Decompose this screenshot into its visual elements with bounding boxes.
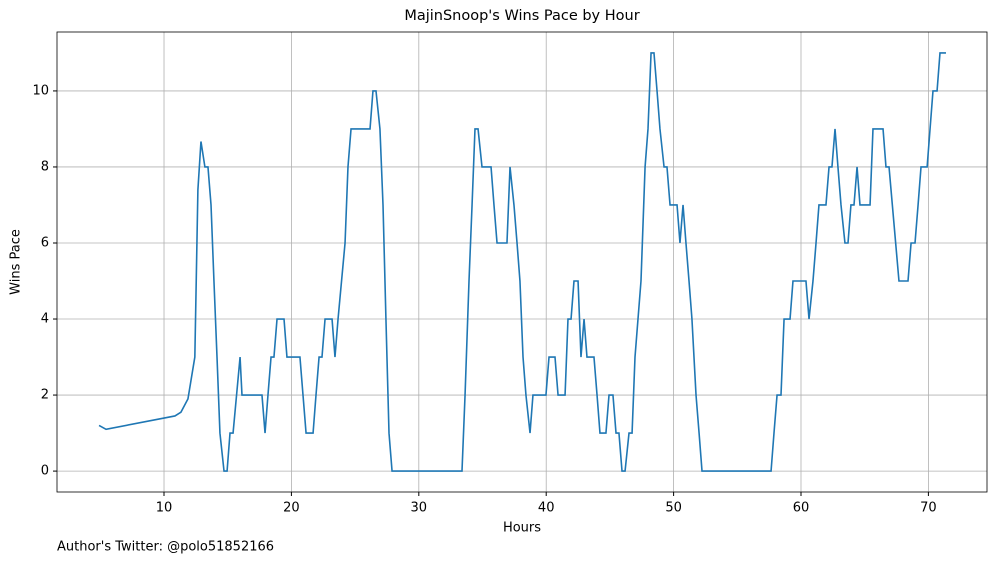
annotation: Author's Twitter: @polo51852166: [57, 540, 274, 555]
y-tick-label: 2: [41, 388, 49, 403]
chart-title: MajinSnoop's Wins Pace by Hour: [404, 8, 639, 24]
x-axis-label: Hours: [503, 521, 541, 536]
x-tick-label: 50: [665, 501, 682, 516]
x-tick-label: 30: [411, 501, 428, 516]
line-series: [98, 52, 946, 472]
plot-frame: [56, 31, 988, 493]
y-tick-label: 6: [41, 235, 49, 250]
y-tick-label: 4: [41, 312, 49, 327]
y-tick-label: 8: [41, 159, 49, 174]
x-tick-label: 40: [538, 501, 555, 516]
x-tick-label: 70: [920, 501, 937, 516]
x-tick-label: 10: [156, 501, 173, 516]
y-tick-label: 10: [32, 83, 49, 98]
y-tick-label: 0: [41, 464, 49, 479]
x-tick-label: 60: [793, 501, 810, 516]
y-axis-label: Wins Pace: [9, 229, 24, 295]
x-tick-label: 20: [283, 501, 300, 516]
